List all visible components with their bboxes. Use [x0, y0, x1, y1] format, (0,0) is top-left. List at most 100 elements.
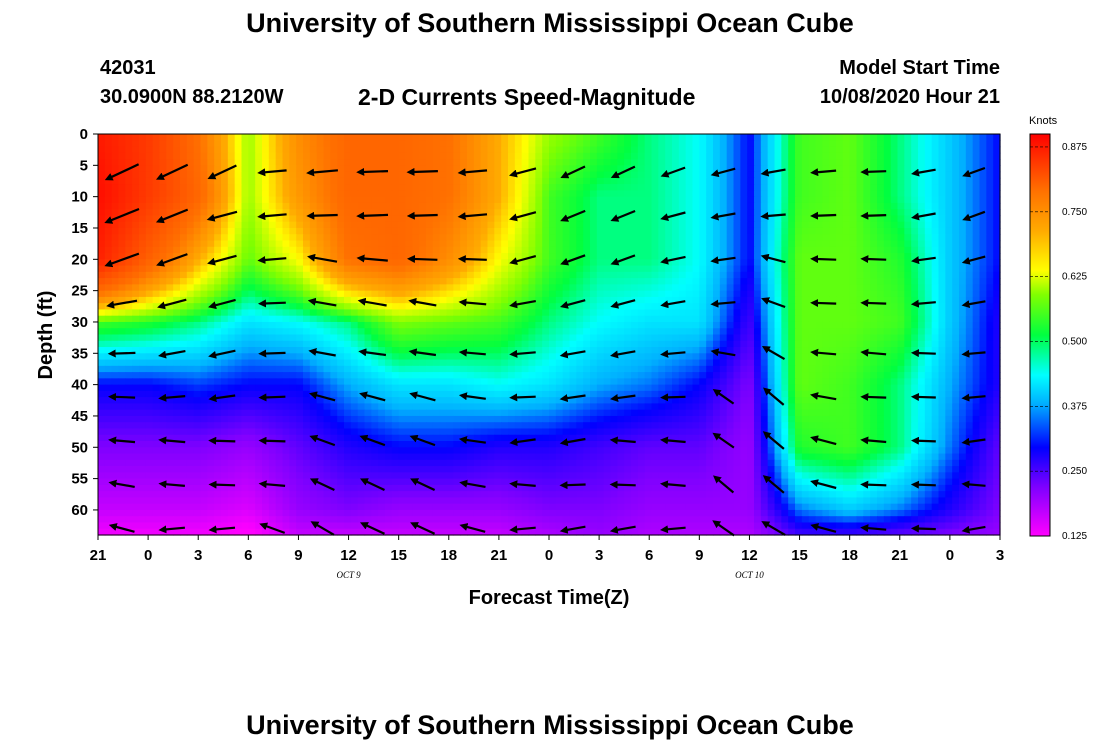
- heatmap-cell: [644, 309, 653, 317]
- heatmap-cell: [364, 309, 372, 317]
- heatmap-cell: [685, 334, 694, 342]
- heatmap-cell: [234, 303, 243, 311]
- heatmap-cell: [603, 171, 612, 179]
- heatmap-cell: [453, 190, 461, 198]
- heatmap-cell: [214, 309, 222, 317]
- heatmap-cell: [993, 190, 1001, 198]
- heatmap-cell: [849, 259, 858, 267]
- heatmap-cell: [262, 227, 270, 235]
- heatmap-cell: [152, 184, 161, 191]
- heatmap-cell: [357, 284, 366, 292]
- heatmap-cell: [364, 353, 372, 361]
- heatmap-cell: [699, 265, 707, 273]
- heatmap-cell: [207, 265, 215, 273]
- heatmap-cell: [241, 171, 249, 179]
- heatmap-cell: [350, 246, 359, 254]
- heatmap-cell: [268, 353, 277, 361]
- heatmap-cell: [624, 334, 632, 342]
- heatmap-cell: [856, 177, 864, 185]
- heatmap-cell: [453, 284, 461, 292]
- heatmap-cell: [726, 347, 735, 354]
- heatmap-cell: [193, 140, 202, 148]
- heatmap-cell: [214, 315, 222, 323]
- heatmap-cell: [583, 190, 591, 198]
- heatmap-cell: [795, 152, 803, 160]
- heatmap-cell: [719, 215, 728, 223]
- heatmap-cell: [781, 353, 789, 361]
- heatmap-cell: [965, 221, 974, 229]
- heatmap-cell: [569, 184, 577, 191]
- heatmap-cell: [385, 140, 393, 148]
- heatmap-cell: [883, 271, 892, 279]
- heatmap-cell: [282, 177, 290, 185]
- heatmap-cell: [740, 177, 748, 185]
- heatmap-cell: [275, 290, 284, 298]
- heatmap-cell: [897, 271, 905, 279]
- heatmap-cell: [528, 290, 536, 298]
- heatmap-cell: [788, 202, 796, 210]
- heatmap-cell: [173, 184, 181, 191]
- heatmap-cell: [371, 177, 379, 185]
- heatmap-cell: [446, 253, 454, 260]
- heatmap-cell: [446, 184, 454, 191]
- heatmap-cell: [186, 165, 195, 173]
- heatmap-cell: [904, 353, 912, 361]
- heatmap-cell: [405, 152, 413, 160]
- heatmap-cell: [173, 359, 181, 367]
- heatmap-cell: [234, 152, 243, 160]
- heatmap-cell: [193, 271, 202, 279]
- heatmap-cell: [651, 227, 659, 235]
- heatmap-cell: [419, 240, 427, 248]
- heatmap-cell: [241, 209, 249, 217]
- heatmap-cell: [829, 359, 837, 367]
- heatmap-cell: [603, 259, 612, 267]
- heatmap-cell: [419, 196, 427, 204]
- heatmap-cell: [617, 202, 625, 210]
- heatmap-cell: [740, 165, 748, 173]
- heatmap-cell: [897, 202, 905, 210]
- heatmap-cell: [569, 309, 577, 317]
- heatmap-cell: [815, 196, 823, 204]
- heatmap-cell: [603, 196, 612, 204]
- heatmap-cell: [549, 284, 557, 292]
- heatmap-cell: [186, 209, 195, 217]
- heatmap-cell: [699, 221, 707, 229]
- heatmap-cell: [979, 221, 987, 229]
- heatmap-cell: [637, 159, 646, 166]
- heatmap-cell: [754, 340, 762, 348]
- heatmap-cell: [808, 196, 817, 204]
- heatmap-cell: [603, 202, 612, 210]
- heatmap-cell: [979, 284, 987, 292]
- heatmap-cell: [986, 171, 994, 179]
- heatmap-cell: [125, 140, 133, 148]
- heatmap-cell: [897, 353, 905, 361]
- heatmap-cell: [815, 328, 823, 336]
- heatmap-cell: [289, 140, 297, 148]
- heatmap-cell: [665, 309, 673, 317]
- heatmap-cell: [419, 190, 427, 198]
- heatmap-cell: [330, 165, 338, 173]
- heatmap-cell: [419, 353, 427, 361]
- heatmap-cell: [583, 146, 591, 154]
- heatmap-cell: [323, 171, 331, 179]
- heatmap-cell: [159, 159, 167, 166]
- heatmap-cell: [214, 234, 222, 242]
- heatmap-cell: [569, 227, 577, 235]
- heatmap-cell: [316, 146, 325, 154]
- heatmap-cell: [227, 159, 236, 166]
- heatmap-cell: [316, 190, 325, 198]
- heatmap-cell: [685, 171, 694, 179]
- heatmap-cell: [747, 177, 755, 185]
- heatmap-cell: [385, 171, 393, 179]
- heatmap-cell: [255, 159, 263, 166]
- heatmap-cell: [439, 209, 448, 217]
- heatmap-cell: [815, 271, 823, 279]
- heatmap-cell: [145, 265, 154, 273]
- heatmap-cell: [111, 221, 120, 229]
- heatmap-cell: [760, 190, 769, 198]
- heatmap-cell: [549, 359, 557, 367]
- heatmap-cell: [644, 284, 653, 292]
- heatmap-cell: [808, 159, 817, 166]
- heatmap-cell: [180, 190, 188, 198]
- heatmap-cell: [555, 328, 564, 336]
